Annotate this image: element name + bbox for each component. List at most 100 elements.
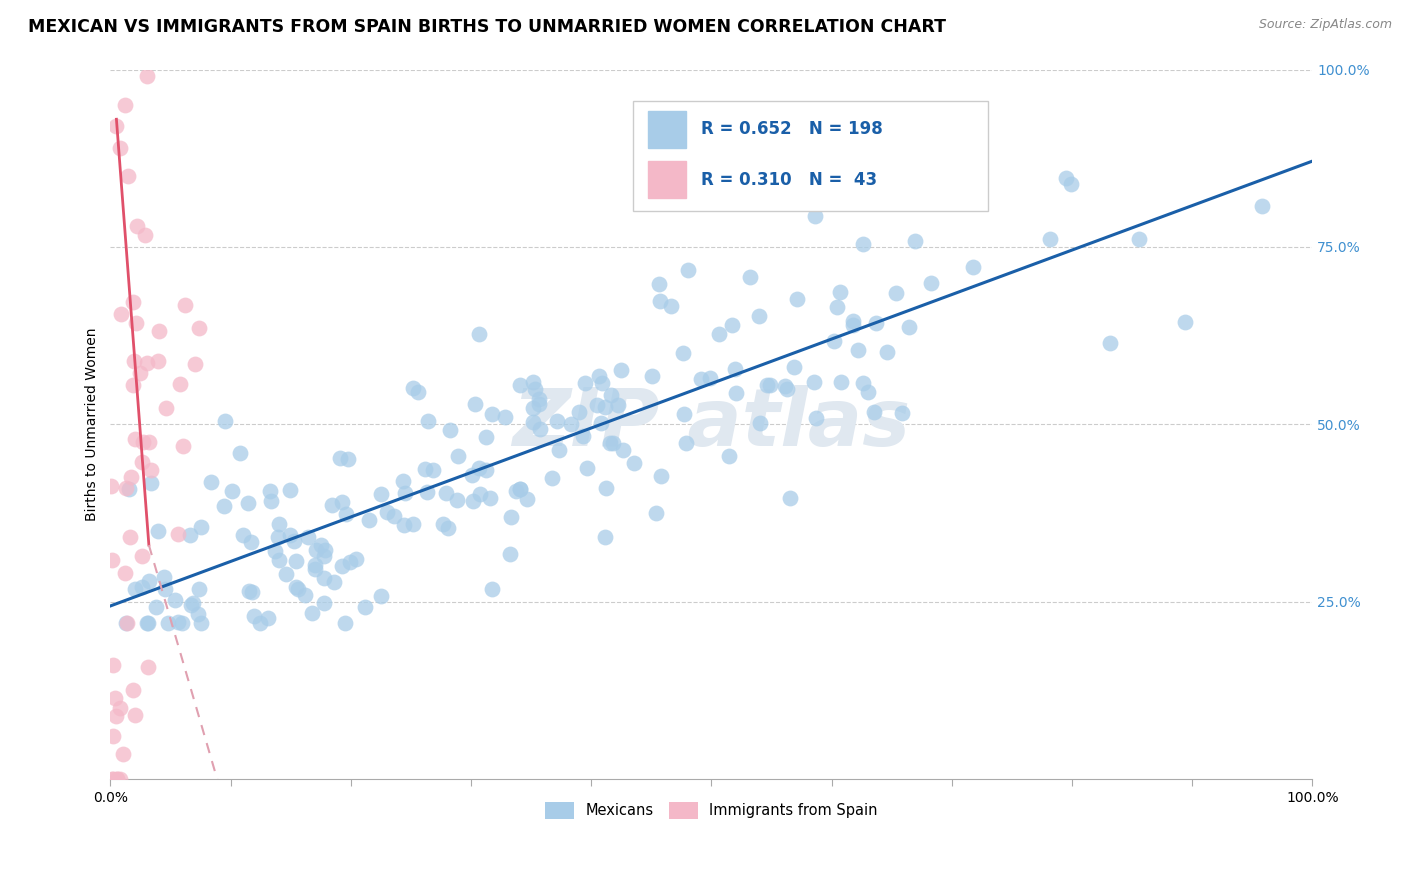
Point xyxy=(804,209,827,223)
Point xyxy=(759,377,782,392)
Point xyxy=(595,481,617,495)
Point xyxy=(148,353,170,368)
Point xyxy=(287,582,309,596)
Point xyxy=(494,410,516,425)
Point xyxy=(725,386,748,401)
Point xyxy=(120,470,142,484)
Bar xyxy=(648,161,686,198)
Point xyxy=(460,467,482,482)
Point xyxy=(884,286,907,301)
Point xyxy=(846,343,869,357)
Point xyxy=(335,507,357,521)
Point xyxy=(260,494,283,508)
Point xyxy=(672,407,695,421)
Point xyxy=(278,483,301,497)
Point xyxy=(830,375,852,389)
Point xyxy=(101,772,124,787)
Point xyxy=(920,276,942,290)
Point xyxy=(779,491,801,505)
Point xyxy=(546,414,568,428)
Point xyxy=(122,683,145,698)
Point xyxy=(748,416,770,430)
Point xyxy=(314,549,336,563)
Text: Source: ZipAtlas.com: Source: ZipAtlas.com xyxy=(1258,18,1392,31)
Point xyxy=(190,616,212,631)
Point xyxy=(524,382,547,396)
Point xyxy=(1054,170,1077,185)
Point xyxy=(509,378,531,392)
Point xyxy=(690,372,713,386)
Point xyxy=(609,362,631,376)
Point xyxy=(756,378,779,392)
Point xyxy=(301,607,323,621)
Point xyxy=(108,701,131,715)
Point xyxy=(153,582,176,596)
Point xyxy=(124,432,146,446)
Point xyxy=(823,334,845,348)
Point xyxy=(406,385,429,400)
Point xyxy=(304,562,326,576)
Point xyxy=(304,543,326,558)
Point xyxy=(330,495,353,509)
Point xyxy=(529,396,551,410)
Point xyxy=(328,451,350,466)
Point xyxy=(1060,177,1083,191)
Point xyxy=(738,269,761,284)
Point xyxy=(509,483,531,497)
Point xyxy=(148,324,170,338)
Point xyxy=(522,375,544,389)
Point xyxy=(786,292,808,306)
Point xyxy=(439,423,461,437)
Point xyxy=(344,552,367,566)
Point xyxy=(1174,315,1197,329)
Point xyxy=(172,616,194,631)
Legend: Mexicans, Immigrants from Spain: Mexicans, Immigrants from Spain xyxy=(538,796,884,825)
Point xyxy=(865,317,887,331)
Point xyxy=(675,436,697,450)
Point xyxy=(146,524,169,539)
Point xyxy=(278,528,301,542)
Point xyxy=(136,356,159,370)
Point xyxy=(138,435,160,450)
Point xyxy=(852,376,875,390)
Point xyxy=(890,406,912,420)
Point xyxy=(131,549,153,564)
Point xyxy=(173,297,195,311)
Point xyxy=(114,98,136,112)
Point xyxy=(527,392,550,407)
Point xyxy=(370,487,392,501)
Point xyxy=(783,359,806,374)
Point xyxy=(370,589,392,603)
Point xyxy=(717,449,740,463)
Point xyxy=(591,376,613,390)
Point xyxy=(394,486,416,500)
Point xyxy=(841,318,863,333)
Point xyxy=(135,70,157,84)
Point xyxy=(478,491,501,505)
Point xyxy=(499,547,522,561)
Point xyxy=(104,709,127,723)
Text: MEXICAN VS IMMIGRANTS FROM SPAIN BIRTHS TO UNMARRIED WOMEN CORRELATION CHART: MEXICAN VS IMMIGRANTS FROM SPAIN BIRTHS … xyxy=(28,18,946,36)
Point xyxy=(474,430,496,444)
Point xyxy=(464,397,486,411)
Point xyxy=(509,482,531,496)
Text: ZIP atlas: ZIP atlas xyxy=(512,385,911,464)
Point xyxy=(105,772,128,787)
Point xyxy=(707,326,730,341)
Point xyxy=(166,615,188,629)
Y-axis label: Births to Unmarried Women: Births to Unmarried Women xyxy=(86,327,100,521)
Point xyxy=(422,463,444,477)
Point xyxy=(337,451,360,466)
Point xyxy=(602,436,624,450)
Point xyxy=(139,475,162,490)
Point xyxy=(136,660,159,674)
Point xyxy=(401,517,423,532)
Point xyxy=(516,492,538,507)
Point xyxy=(312,571,335,585)
Point xyxy=(377,505,399,519)
Point xyxy=(101,772,124,787)
Point xyxy=(101,553,124,567)
Point xyxy=(101,729,124,743)
Point xyxy=(357,513,380,527)
Point xyxy=(321,499,343,513)
